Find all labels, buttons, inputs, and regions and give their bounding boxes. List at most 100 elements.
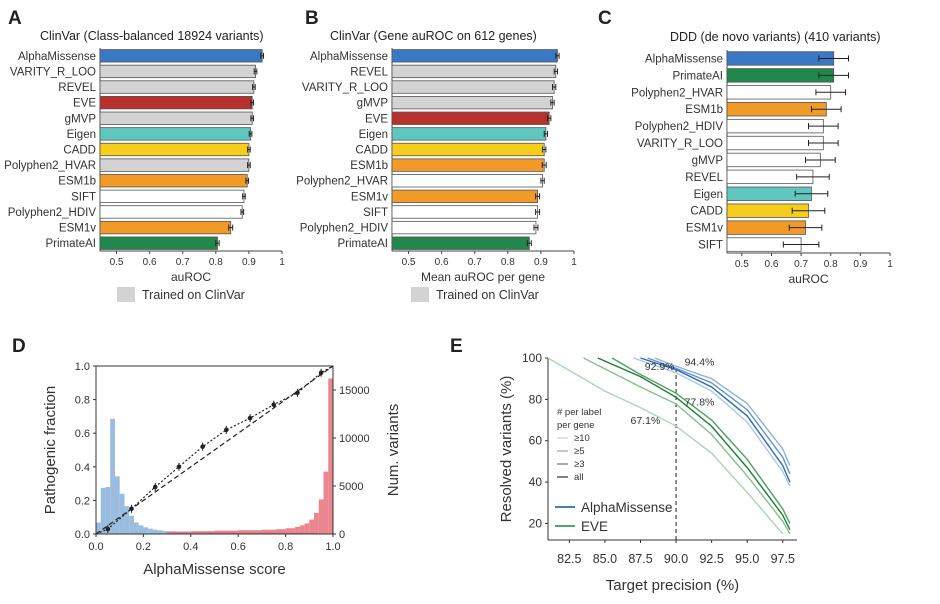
calibration-point [200,444,205,449]
legend-label-trained-a: Trained on ClinVar [142,288,245,302]
line-eve [597,357,791,530]
panel-e-xtick-label: 90.0 [664,552,688,566]
tick-label-b-eigen: Eigen [359,129,388,141]
tick-label-b-varity-r-loo: VARITY_R_LOO [302,82,388,94]
legend-swatch-trained-a [117,287,135,302]
pathogenic-hist-bar [304,523,310,534]
tick-label-a-eve: EVE [73,98,96,110]
panel-d-xtick-label: 0.0 [88,541,103,553]
legend-label-eve: EVE [581,519,608,534]
annotation-92-9: 92.9% [645,361,675,373]
tick-label-a-eigen: Eigen [67,129,96,141]
bar-b-eve [391,111,550,125]
benign-hist-bar [96,522,101,534]
panel-d-ytick-label: 0.8 [75,395,90,407]
panel-a-xlabel: auROC [171,270,211,284]
tick-label-c-esm1b: ESM1b [685,104,723,116]
xtick-label-b-0-7: 0.7 [468,257,482,268]
annotation-67-1: 67.1% [631,415,661,427]
bar-a-alphamissense [99,49,263,63]
annotation-77-8: 77.8% [685,397,715,409]
line-alphamissense [654,357,791,466]
xtick-label-c-0-6: 0.6 [765,259,779,270]
calibration-point [271,402,277,407]
bar-a-polyphen2-hvar [99,158,250,172]
tick-label-c-gmvp: gMVP [692,155,724,167]
panel-e-ylabel: Resolved variants (%) [498,376,515,523]
panel-d-xtick-label: 0.2 [136,541,151,553]
bar-b-esm1v [391,189,539,203]
tick-label-a-alphamissense: AlphaMissense [18,51,96,63]
panel-d-ytick-label: 0.4 [75,462,90,474]
tick-label-b-polyphen2-hvar: Polyphen2_HVAR [296,176,388,188]
legend-title-line1: # per label [557,407,601,418]
benign-hist-bar [148,528,153,534]
panel-b-xlabel: Mean auROC per gene [421,270,545,284]
legend-level-label: ≥5 [574,446,585,457]
tick-label-b-cadd: CADD [355,145,388,157]
panel-d-y2label: Num. variants [385,404,402,497]
pathogenic-hist-bar [167,531,191,534]
pathogenic-hist-bar [285,528,296,534]
tick-label-a-cadd: CADD [63,145,96,157]
pathogenic-hist-bar [261,529,277,534]
xtick-label-c-0-5: 0.5 [735,259,749,270]
benign-hist-bar [105,486,111,534]
tick-label-a-polyphen2-hvar: Polyphen2_HVAR [4,160,96,172]
tick-label-a-varity-r-loo: VARITY_R_LOO [10,66,96,78]
benign-hist-bar [152,529,158,534]
panel-d-xtick-label: 1.0 [325,541,340,553]
bar-c-polyphen2-hvar [726,85,832,100]
benign-hist-bar [133,522,139,534]
pathogenic-hist-bar [299,525,305,534]
bar-a-eve [99,96,253,110]
xtick-label-b-0-5: 0.5 [402,257,416,268]
panel-a-title: ClinVar (Class-balanced 18924 variants) [40,29,264,43]
pathogenic-hist-bar [276,529,286,534]
line-eve [583,357,791,535]
legend-label-trained-b: Trained on ClinVar [436,288,539,302]
benign-hist-bar [129,515,134,534]
tick-label-b-revel: REVEL [350,66,388,78]
benign-hist-bar [162,530,168,534]
bar-b-varity-r-loo [391,80,555,94]
calibration-point [105,526,111,532]
calibration-curve [95,365,334,535]
pathogenic-hist-bar [323,471,329,534]
bar-b-alphamissense [391,49,558,63]
panel-c-xlabel: auROC [788,272,828,286]
tick-label-a-revel: REVEL [58,82,96,94]
pathogenic-hist-bar [214,530,239,534]
bar-b-revel [391,64,557,79]
panel-e-xlabel: Target precision (%) [606,577,739,594]
benign-hist-bar [100,487,106,534]
panel-label-e: E [450,336,463,357]
pathogenic-hist-bar [328,378,333,534]
panel-e-xtick-label: 85.0 [593,552,617,566]
line-eve [611,357,791,524]
bar-a-primateai [99,236,218,250]
xtick-label-b-0-6: 0.6 [435,257,449,268]
bar-c-primateai [726,68,835,83]
panel-d-y2tick-label: 10000 [339,433,370,445]
line-alphamissense [640,357,791,483]
bar-c-alphamissense [726,51,835,66]
calibration-point [129,506,134,512]
xtick-label-a-0-8: 0.8 [209,257,223,268]
tick-label-c-polyphen2-hdiv: Polyphen2_HDIV [635,121,724,133]
tick-label-a-gmvp: gMVP [65,113,97,125]
panel-d-y2tick-label: 5000 [339,481,363,493]
panel-d-xtick-label: 0.6 [231,541,246,553]
panel-d-ytick-label: 0.6 [75,428,90,440]
bar-a-esm1v [99,220,232,235]
tick-label-b-esm1v: ESM1v [351,191,388,203]
benign-hist-bar [138,525,144,534]
bar-b-gmvp [391,96,553,110]
bar-b-esm1b [391,158,545,172]
benign-hist-bar [119,493,125,534]
panel-d-xtick-label: 0.8 [278,541,293,553]
panel-e-ytick-label: 20 [529,516,543,530]
calibration-point [152,484,158,490]
panel-d-y2tick-label: 15000 [339,385,370,397]
panel-d-ytick-label: 0.0 [75,529,90,541]
